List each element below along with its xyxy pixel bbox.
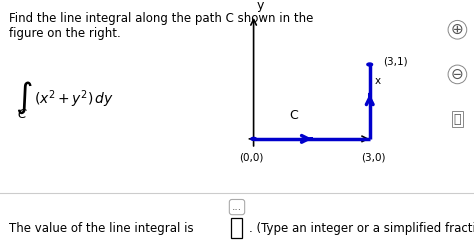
Text: ⊕: ⊕ xyxy=(451,22,464,37)
Text: The value of the line integral is: The value of the line integral is xyxy=(9,222,194,235)
Text: ⧉: ⧉ xyxy=(454,113,461,125)
Text: . (Type an integer or a simplified fraction.): . (Type an integer or a simplified fract… xyxy=(249,222,474,235)
Text: $\int$: $\int$ xyxy=(15,79,33,116)
Text: y: y xyxy=(256,0,264,12)
Text: ...: ... xyxy=(232,202,242,212)
Text: $C$: $C$ xyxy=(17,108,28,121)
Text: (3,0): (3,0) xyxy=(361,153,386,162)
Text: ⊖: ⊖ xyxy=(451,67,464,82)
Text: (0,0): (0,0) xyxy=(239,153,264,162)
Text: $(x^2+y^2)\,dy$: $(x^2+y^2)\,dy$ xyxy=(34,88,114,110)
Text: Find the line integral along the path C shown in the
figure on the right.: Find the line integral along the path C … xyxy=(9,12,314,40)
Text: C: C xyxy=(290,109,298,122)
Text: x: x xyxy=(375,76,381,86)
Text: (3,1): (3,1) xyxy=(383,57,408,67)
